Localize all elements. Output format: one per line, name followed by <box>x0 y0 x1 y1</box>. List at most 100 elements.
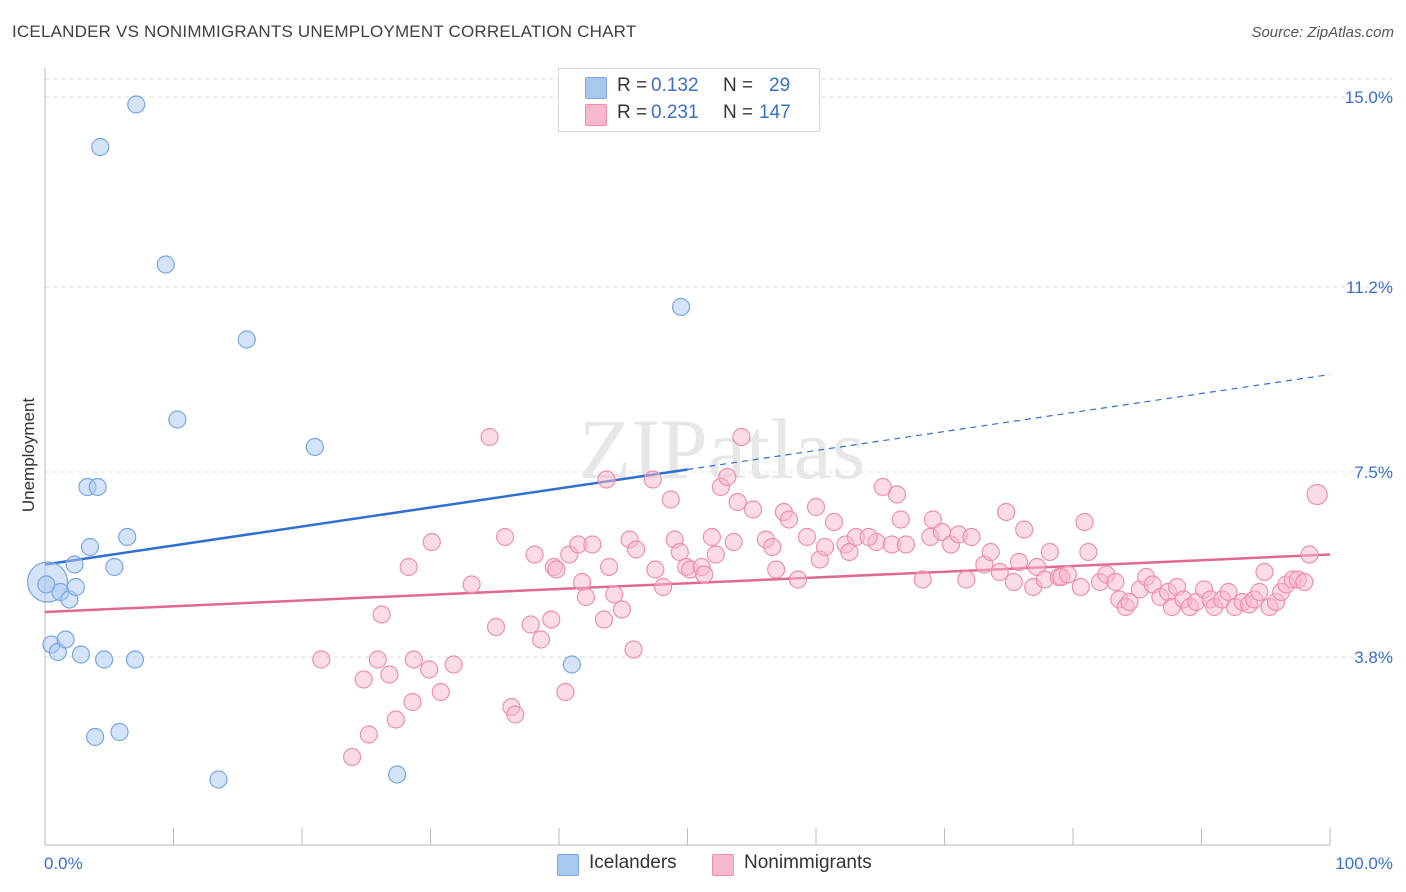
legend-label: Nonimmigrants <box>744 852 872 873</box>
nonimmigrants-point <box>422 532 441 552</box>
nonimmigrants-point <box>583 535 602 554</box>
icelanders-point <box>671 297 691 317</box>
nonimmigrants-point <box>506 705 525 724</box>
x-tick-label: 100.0% <box>1335 854 1393 873</box>
nonimmigrants-point <box>403 692 422 712</box>
nonimmigrants-point <box>1015 520 1034 539</box>
nonimmigrants-point <box>600 557 619 577</box>
nonimmigrants-point <box>646 560 665 579</box>
nonimmigrants-point <box>594 610 614 629</box>
nonimmigrants-swatch <box>712 854 734 876</box>
nonimmigrants-point <box>724 532 743 552</box>
nonimmigrants-point <box>1058 565 1077 584</box>
y-tick-label: 11.2% <box>1346 278 1393 297</box>
nonimmigrants-point <box>531 630 551 649</box>
nonimmigrants-point <box>404 650 423 669</box>
icelanders-swatch <box>585 77 607 99</box>
icelanders-point <box>118 527 137 547</box>
nonimmigrants-point <box>547 560 566 579</box>
nonimmigrants-point <box>997 502 1016 522</box>
nonimmigrants-swatch <box>585 104 607 126</box>
icelanders-point <box>387 765 407 784</box>
nonimmigrants-point <box>1079 542 1098 562</box>
nonimmigrants-point <box>1306 483 1328 506</box>
legend-label: Icelanders <box>589 852 677 873</box>
nonimmigrants-point <box>399 557 418 577</box>
grid-lines <box>45 78 1392 658</box>
n-label: N = <box>723 75 754 96</box>
nonimmigrants-point <box>661 490 680 509</box>
nonimmigrants-point <box>368 650 387 669</box>
y-tick-label: 15.0% <box>1345 88 1393 107</box>
nonimmigrants-point <box>431 682 450 702</box>
nonimmigrants-point <box>576 587 596 607</box>
icelanders-swatch <box>557 854 579 876</box>
icelanders-point <box>127 95 146 114</box>
nonimmigrants-point <box>480 427 499 447</box>
nonimmigrants-point <box>626 540 646 559</box>
nonimmigrants-point <box>1009 552 1029 572</box>
x-tick-label: 0.0% <box>44 854 83 873</box>
nonimmigrants-trend-line <box>44 553 1331 614</box>
nonimmigrants-point <box>495 527 515 547</box>
nonimmigrants-point <box>763 537 782 557</box>
nonimmigrants-point <box>1120 592 1139 612</box>
icelanders-point <box>156 255 175 274</box>
nonimmigrants-point <box>923 510 943 529</box>
nonimmigrants-point <box>990 562 1009 582</box>
nonimmigrants-point <box>359 725 378 744</box>
icelanders-point <box>562 655 581 674</box>
n-value: 29 <box>769 75 791 96</box>
y-tick-label: 3.8% <box>1354 648 1393 667</box>
icelanders-point <box>37 575 56 594</box>
y-tick-label: 7.5% <box>1354 463 1393 482</box>
nonimmigrants-point <box>1106 572 1125 592</box>
nonimmigrants-point <box>788 570 808 589</box>
icelanders-point <box>56 630 75 649</box>
nonimmigrants-point <box>891 510 910 529</box>
nonimmigrants-point <box>444 655 463 674</box>
source-credit: Source: ZipAtlas.com <box>1251 24 1394 41</box>
nonimmigrants-point <box>542 610 561 629</box>
nonimmigrants-point <box>372 605 391 624</box>
nonimmigrants-point <box>815 537 835 557</box>
nonimmigrants-point <box>896 535 916 554</box>
icelanders-point <box>105 557 124 577</box>
nonimmigrants-point <box>1295 572 1314 592</box>
nonimmigrants-point <box>728 492 747 512</box>
icelanders-point <box>209 770 228 789</box>
nonimmigrants-point <box>887 485 907 504</box>
nonimmigrants-point <box>312 650 331 669</box>
nonimmigrants-point <box>732 427 751 447</box>
icelanders-point <box>305 437 324 457</box>
nonimmigrants-point <box>343 747 362 767</box>
nonimmigrants-point <box>743 500 763 519</box>
nonimmigrants-point <box>643 470 662 489</box>
nonimmigrants-point <box>806 497 826 517</box>
n-value: 147 <box>759 102 791 123</box>
icelanders-point <box>65 555 84 574</box>
nonimmigrants-point <box>486 617 506 637</box>
nonimmigrants-point <box>624 640 643 659</box>
nonimmigrants-point <box>573 572 592 592</box>
nonimmigrants-point <box>521 615 540 634</box>
icelanders-trend-extension <box>687 373 1331 471</box>
icelanders-point <box>71 645 91 664</box>
nonimmigrants-point <box>824 512 844 532</box>
nonimmigrants-point <box>380 665 399 684</box>
nonimmigrants-point <box>386 710 405 729</box>
icelanders-point <box>86 727 105 747</box>
nonimmigrants-point <box>706 545 725 564</box>
nonimmigrants-point <box>605 585 624 604</box>
r-value: 0.231 <box>651 102 699 123</box>
icelanders-point <box>95 650 114 669</box>
nonimmigrants-point <box>957 570 976 589</box>
nonimmigrants-point <box>981 542 1000 562</box>
nonimmigrants-point <box>962 527 981 547</box>
tick-labels: 3.8% 7.5% 11.2% 15.0% 0.0% 100.0% <box>44 88 1393 873</box>
r-value: 0.132 <box>651 75 699 96</box>
nonimmigrants-point <box>913 570 932 589</box>
r-label: R = <box>617 102 648 123</box>
nonimmigrants-point <box>354 670 373 689</box>
icelanders-point <box>168 410 187 429</box>
